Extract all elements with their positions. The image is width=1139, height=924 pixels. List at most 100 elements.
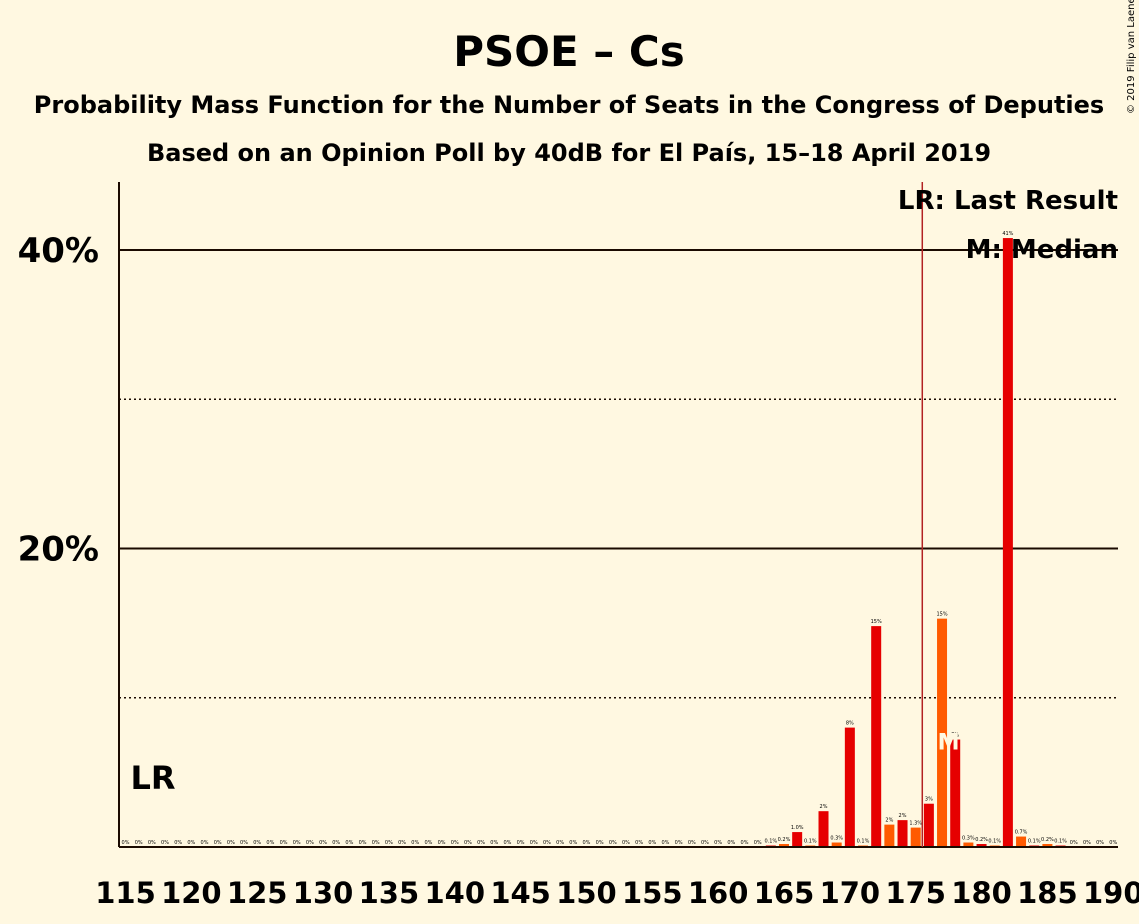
bar-label-153: 0%	[622, 840, 630, 846]
bar-label-144: 0%	[503, 840, 511, 846]
bar-label-151: 0%	[596, 840, 604, 846]
bar-label-148: 0%	[556, 840, 564, 846]
bar-label-145: 0%	[517, 840, 525, 846]
bar-label-189: 0%	[1096, 840, 1104, 846]
median-marker: M	[938, 731, 960, 756]
bar-value-labels: 0% 0% 0% 0% 0% 0% 0% 0% 0% 0% 0% 0% 0% 0% 0% 0% 0% 0% 0% 0%…	[122, 231, 1118, 846]
bar-label-182: 41%	[1002, 231, 1013, 237]
x-tick-label-140: 140	[424, 876, 485, 910]
bar-173	[884, 824, 895, 847]
bar-label-146: 0%	[530, 840, 538, 846]
bar-170	[844, 727, 855, 847]
bar-label-134: 0%	[372, 840, 380, 846]
x-tick-label-125: 125	[227, 876, 288, 910]
bar-169	[831, 842, 842, 847]
bar-label-177: 15%	[936, 612, 947, 618]
bar-label-190: 0%	[1109, 840, 1117, 846]
bar-label-186: 0.1%	[1054, 839, 1067, 845]
gridlines	[119, 249, 1118, 699]
bar-label-124: 0%	[240, 840, 248, 846]
bar-label-175: 1.3%	[909, 821, 922, 827]
bar-label-154: 0%	[635, 840, 643, 846]
bar-label-131: 0%	[332, 840, 340, 846]
x-tick-label-135: 135	[359, 876, 420, 910]
bar-label-176: 3%	[925, 797, 933, 803]
bar-183	[1016, 836, 1027, 847]
x-tick-label-190: 190	[1083, 876, 1139, 910]
bar-label-130: 0%	[319, 840, 327, 846]
bar-178	[950, 739, 961, 847]
bar-label-169: 0.3%	[830, 836, 843, 842]
bar-label-187: 0%	[1070, 840, 1078, 846]
bar-label-178: 7%	[951, 733, 959, 739]
bar-182	[1002, 238, 1013, 847]
bar-label-164: 0.1%	[764, 839, 777, 845]
bar-label-142: 0%	[477, 840, 485, 846]
bar-label-161: 0%	[727, 840, 735, 846]
bar-168	[818, 811, 829, 847]
chart-subtitle-1: Probability Mass Function for the Number…	[34, 91, 1104, 119]
bar-label-133: 0%	[359, 840, 367, 846]
bar-176	[923, 803, 934, 847]
bar-165	[779, 844, 789, 847]
bar-label-168: 2%	[820, 804, 828, 810]
bar-180	[976, 844, 987, 847]
y-tick-label-20: 20%	[18, 530, 99, 570]
bar-label-185: 0.2%	[1041, 837, 1054, 843]
bar-label-128: 0%	[293, 840, 301, 846]
bar-label-139: 0%	[438, 840, 446, 846]
bar-label-170: 8%	[846, 721, 854, 727]
bar-label-125: 0%	[253, 840, 261, 846]
bar-label-129: 0%	[306, 840, 314, 846]
copyright-notice: © 2019 Filip van Laenen	[1126, 0, 1137, 114]
x-tick-label-150: 150	[556, 876, 617, 910]
bar-label-135: 0%	[385, 840, 393, 846]
y-tick-label-40: 40%	[18, 231, 99, 271]
x-tick-label-160: 160	[688, 876, 749, 910]
bar-label-116: 0%	[135, 840, 143, 846]
bar-label-172: 15%	[871, 619, 882, 625]
bar-label-165: 0.2%	[778, 837, 791, 843]
bar-label-138: 0%	[424, 840, 432, 846]
bar-label-123: 0%	[227, 840, 235, 846]
bar-label-119: 0%	[174, 840, 182, 846]
bar-series	[765, 238, 1066, 847]
bar-label-137: 0%	[411, 840, 419, 846]
x-tick-label-130: 130	[293, 876, 354, 910]
bar-label-126: 0%	[266, 840, 274, 846]
bar-label-141: 0%	[464, 840, 472, 846]
y-axis-ticks: 20% 40%	[18, 231, 99, 570]
x-tick-label-145: 145	[490, 876, 551, 910]
bar-label-158: 0%	[688, 840, 696, 846]
bar-label-150: 0%	[582, 840, 590, 846]
bar-label-181: 0.1%	[988, 839, 1001, 845]
legend-last-result: LR: Last Result	[898, 186, 1118, 216]
bar-172	[871, 626, 882, 847]
bar-label-152: 0%	[609, 840, 617, 846]
chart-subtitle-2: Based on an Opinion Poll by 40dB for El …	[147, 139, 991, 167]
bar-label-117: 0%	[148, 840, 156, 846]
bar-177	[937, 618, 948, 847]
x-tick-label-175: 175	[885, 876, 946, 910]
x-axis-ticks: 115 120 125 130 135 140 145 150 155 160 165 170 175 1…	[95, 876, 1139, 910]
x-tick-label-155: 155	[622, 876, 683, 910]
bar-label-132: 0%	[345, 840, 353, 846]
bar-label-149: 0%	[569, 840, 577, 846]
x-tick-label-180: 180	[951, 876, 1012, 910]
bar-label-143: 0%	[490, 840, 498, 846]
bar-label-167: 0.1%	[804, 839, 817, 845]
bar-label-163: 0%	[754, 840, 762, 846]
bar-label-188: 0%	[1083, 840, 1091, 846]
x-tick-label-185: 185	[1017, 876, 1078, 910]
legend-median: M: Median	[966, 235, 1118, 265]
bar-label-140: 0%	[451, 840, 459, 846]
x-tick-label-170: 170	[820, 876, 881, 910]
bar-label-156: 0%	[662, 840, 670, 846]
bar-label-173: 2%	[885, 818, 893, 824]
bar-185	[1042, 844, 1053, 847]
bar-label-155: 0%	[648, 840, 656, 846]
bar-179	[963, 842, 974, 847]
bar-174	[897, 820, 908, 847]
bar-label-157: 0%	[675, 840, 683, 846]
bar-label-121: 0%	[201, 840, 209, 846]
